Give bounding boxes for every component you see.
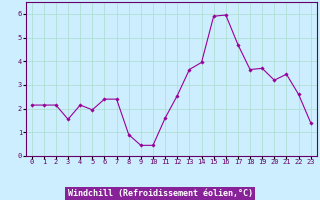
Text: Windchill (Refroidissement éolien,°C): Windchill (Refroidissement éolien,°C) <box>68 189 252 198</box>
